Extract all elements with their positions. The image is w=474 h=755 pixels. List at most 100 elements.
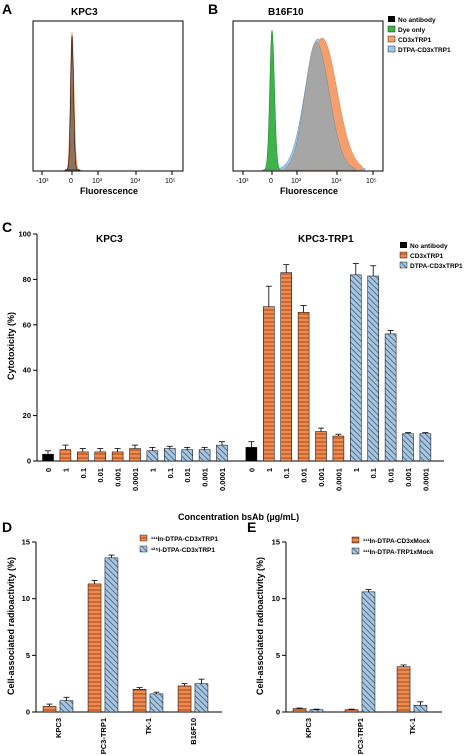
bar — [181, 449, 193, 462]
legend-label: No antibody — [398, 17, 436, 24]
legend-swatch-in111-dtpa-cd3xtrp1 — [139, 534, 148, 542]
panel-c-xlabel: Concentration bsAb (µg/mL) — [178, 512, 299, 522]
bar — [149, 693, 164, 713]
x-tick-label: 0.01 — [300, 468, 309, 483]
panel-letter-e: E — [247, 519, 256, 535]
panel-d-x-labels: KPC3 KPC3-TRP1 TK-1 B16F10 — [54, 718, 198, 755]
bar — [59, 449, 72, 462]
x-tick-label: 0.0001 — [334, 468, 343, 491]
panel-c-group-title-kpc3-trp1: KPC3-TRP1 — [298, 234, 354, 245]
legend-swatch-cd3xtrp1 — [387, 35, 396, 43]
panel-e-x-labels: KPC3 KPC3-TRP1 TK-1 — [304, 718, 417, 755]
panel-letter-a: A — [2, 1, 12, 17]
y-tick-label: 80 — [23, 275, 31, 284]
x-tick-label: 1 — [61, 468, 70, 472]
bar — [297, 312, 310, 462]
bar — [111, 451, 124, 462]
bar — [292, 708, 307, 713]
y-tick-label: 15 — [272, 538, 280, 547]
y-tick-label: 5 — [26, 651, 30, 660]
x-tick-label: 0.0001 — [421, 468, 430, 491]
bar — [367, 275, 379, 462]
y-tick-label: 20 — [23, 411, 31, 420]
panel-c-x-labels: 0 1 0.1 0.01 0.001 0.0001 1 0.1 0.01 0.001 0.0001 0… — [44, 468, 430, 491]
bar — [87, 583, 102, 713]
legend-swatch-dtpa-cd3xtrp1 — [387, 45, 396, 53]
legend-label: DTPA-CD3xTRP1 — [398, 47, 451, 54]
panel-e-ylabel: Cell-associated radioactivity (%) — [255, 557, 265, 695]
bar — [332, 435, 345, 462]
x-tick-label: 1 — [265, 468, 274, 472]
panel-c-axes — [36, 234, 444, 462]
x-tick-label: 0.1 — [369, 468, 378, 478]
x-tick-label: KPC3-TRP1 — [99, 718, 108, 755]
panel-a-x-ticks — [41, 171, 173, 175]
panel-a-xtick-label: -10³ — [36, 178, 49, 185]
bar — [245, 447, 258, 462]
x-tick-label: 0.0001 — [131, 468, 140, 491]
y-tick-label: 40 — [23, 366, 31, 375]
panel-e-y-ticks: 0 5 10 15 — [272, 538, 286, 717]
legend-swatch-no-antibody — [400, 242, 407, 248]
y-tick-label: 15 — [22, 538, 30, 547]
bar — [216, 444, 228, 462]
x-tick-label: 1 — [352, 468, 361, 472]
panel-a-xtick-label: 0 — [69, 178, 73, 185]
x-tick-label: 0.001 — [114, 468, 123, 487]
histogram-dye-only — [262, 29, 285, 171]
panel-b-xtick-label: 10⁴ — [331, 178, 342, 185]
panel-b-x-ticks — [242, 171, 374, 175]
legend-label: CD3xTRP1 — [410, 253, 444, 260]
panel-e-bars — [292, 589, 428, 713]
panel-a-histograms — [64, 31, 82, 171]
x-tick-label: TK-1 — [408, 718, 417, 735]
histogram-no-antibody — [65, 35, 80, 171]
x-tick-label: 0.001 — [201, 468, 210, 487]
bar — [146, 450, 159, 462]
panel-d-bars — [42, 554, 209, 713]
panel-b-xtick-label: 0 — [269, 178, 273, 185]
x-tick-label: 0 — [247, 468, 256, 472]
bar — [77, 451, 89, 462]
panel-a-xtick-label: 10⁴ — [130, 178, 141, 185]
panel-c-ylabel: Cytotoxicity (%) — [6, 312, 16, 380]
bar — [309, 709, 324, 713]
panel-c-group-title-kpc3: KPC3 — [96, 234, 123, 245]
y-tick-label: 0 — [26, 708, 30, 717]
x-tick-label: KPC3 — [54, 718, 63, 738]
x-tick-label: 0.01 — [96, 468, 105, 483]
legend-swatch-dtpa-cd3xtrp1 — [399, 261, 408, 269]
y-tick-label: 5 — [276, 651, 280, 660]
x-tick-label: KPC3 — [304, 718, 313, 738]
y-tick-label: 10 — [272, 594, 280, 603]
bar — [42, 453, 54, 462]
panel-b-xlabel: Fluorescence — [280, 186, 338, 196]
x-tick-label: 0.001 — [404, 468, 413, 487]
panel-c-legend: No antibody CD3xTRP1 DTPA-CD3xTRP1 — [399, 242, 463, 270]
legend-label: Dye only — [398, 27, 425, 34]
legend-swatch-dye-only — [387, 25, 396, 33]
panel-c-y-ticks: 0 20 40 60 80 100 — [18, 230, 37, 466]
panel-e-legend: ¹¹¹In-DTPA-CD3xMock ¹¹¹In-DTPA-TRP1xMock — [351, 536, 434, 556]
panel-a-xtick-label: 10⁵ — [165, 178, 176, 185]
legend-swatch-i125-dtpa-cd3xtrp1 — [139, 545, 148, 553]
legend-label: ¹¹¹In-DTPA-TRP1xMock — [363, 549, 434, 556]
panel-letter-d: D — [2, 519, 12, 535]
panel-c-bars — [42, 263, 432, 462]
panel-b-title: B16F10 — [268, 7, 304, 18]
bar — [59, 700, 74, 713]
panel-a-xtick-label: 10³ — [92, 178, 103, 185]
x-tick-label: B16F10 — [189, 718, 198, 745]
panel-b-plot-frame — [232, 20, 384, 172]
panel-b-xtick-label: 10³ — [291, 178, 302, 185]
legend-swatch-in111-dtpa-trp1xmock — [351, 547, 360, 555]
bar — [42, 706, 57, 713]
x-tick-label: KPC3-TRP1 — [356, 718, 365, 755]
bar — [104, 557, 119, 713]
bar — [177, 685, 192, 713]
bar — [413, 704, 428, 713]
panel-b-xtick-label: 10⁵ — [366, 178, 377, 185]
bar — [94, 451, 106, 462]
legend-label: ¹²⁵I-DTPA-CD3xTRP1 — [151, 547, 215, 554]
panel-letter-b: B — [208, 1, 218, 17]
